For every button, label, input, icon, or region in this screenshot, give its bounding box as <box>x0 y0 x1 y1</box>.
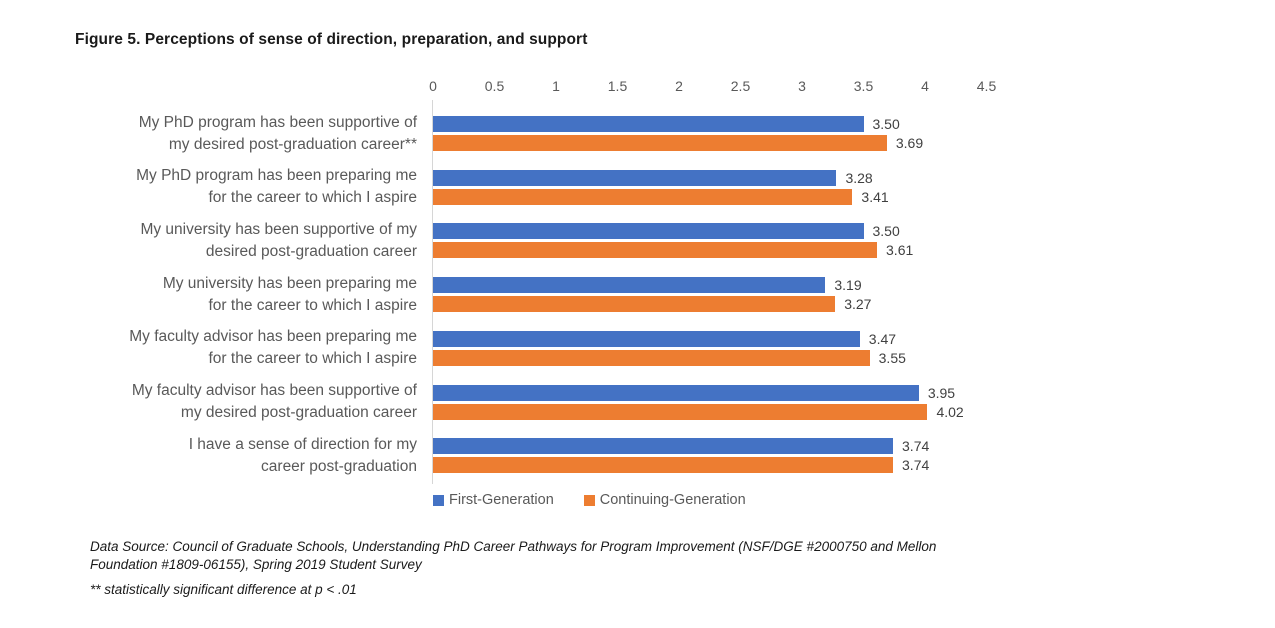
bar-first-generation <box>433 384 919 401</box>
bar-first-generation <box>433 277 826 294</box>
category-label: My faculty advisor has been supportive o… <box>131 382 417 421</box>
bar-continuing-generation <box>433 296 836 313</box>
bar-continuing-generation <box>433 403 928 420</box>
value-label: 3.47 <box>868 330 897 347</box>
value-label: 3.95 <box>927 384 956 401</box>
legend-label: Continuing-Generation <box>599 492 746 508</box>
bar-continuing-generation <box>433 135 887 151</box>
legend-item: First-Generation <box>433 492 554 508</box>
value-label: 3.28 <box>845 169 873 186</box>
x-tick-label: 0.5 <box>484 78 505 94</box>
value-label: 3.50 <box>872 223 900 240</box>
legend-label: First-Generation <box>449 492 554 508</box>
value-label: 3.27 <box>844 296 872 313</box>
chart-title: Figure 5. Perceptions of sense of direct… <box>75 31 588 48</box>
category-label: My PhD program has been preparing me for… <box>136 167 417 207</box>
x-tick-label: 2.5 <box>730 78 751 94</box>
x-tick-label: 1.5 <box>607 78 628 94</box>
x-tick-label: 3 <box>798 78 806 94</box>
value-label: 3.55 <box>878 349 906 366</box>
y-axis-line <box>432 100 433 484</box>
x-tick-label: 0 <box>429 78 437 94</box>
legend: First-Generation Continuing-Generation <box>433 492 776 508</box>
data-source-note: Data Source: Council of Graduate Schools… <box>90 538 937 573</box>
bar-first-generation <box>433 438 894 455</box>
bar-continuing-generation <box>433 457 894 474</box>
value-label: 3.19 <box>834 277 862 294</box>
bar-first-generation <box>433 330 860 347</box>
bar-continuing-generation <box>433 349 870 366</box>
value-label: 3.41 <box>861 188 889 205</box>
category-label: My PhD program has been supportive of my… <box>138 113 417 153</box>
x-tick-label: 4 <box>921 78 929 94</box>
bar-first-generation <box>433 169 837 186</box>
category-label: My faculty advisor has been preparing me… <box>129 328 417 368</box>
category-label: My university has been preparing me for … <box>162 274 417 314</box>
bar-first-generation <box>433 223 864 240</box>
value-label: 3.61 <box>886 242 914 259</box>
x-tick-label: 3.5 <box>853 78 874 94</box>
bar-continuing-generation <box>433 242 878 259</box>
value-label: 3.74 <box>902 438 930 455</box>
significance-note: ** statistically significant difference … <box>90 581 357 597</box>
legend-item: Continuing-Generation <box>583 492 746 508</box>
bar-first-generation <box>433 116 864 132</box>
value-label: 3.74 <box>902 457 930 474</box>
x-tick-label: 4.5 <box>976 78 997 94</box>
value-label: 3.69 <box>895 135 924 151</box>
x-tick-label: 2 <box>675 78 683 94</box>
category-label: I have a sense of direction for my caree… <box>188 435 417 475</box>
legend-swatch-first-generation <box>433 494 444 506</box>
legend-swatch-continuing-generation <box>583 494 595 506</box>
value-label: 3.50 <box>872 116 900 132</box>
x-tick-label: 1 <box>552 78 560 94</box>
category-label: My university has been supportive of my … <box>140 220 417 260</box>
bar-continuing-generation <box>433 188 853 205</box>
value-label: 4.02 <box>936 403 964 420</box>
